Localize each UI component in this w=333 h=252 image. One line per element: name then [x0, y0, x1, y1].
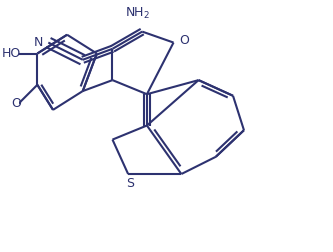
- Text: N: N: [34, 36, 44, 49]
- Text: NH$_2$: NH$_2$: [125, 6, 150, 21]
- Text: O: O: [179, 35, 189, 47]
- Text: S: S: [126, 177, 134, 190]
- Text: HO: HO: [2, 47, 21, 60]
- Text: O: O: [11, 97, 21, 110]
